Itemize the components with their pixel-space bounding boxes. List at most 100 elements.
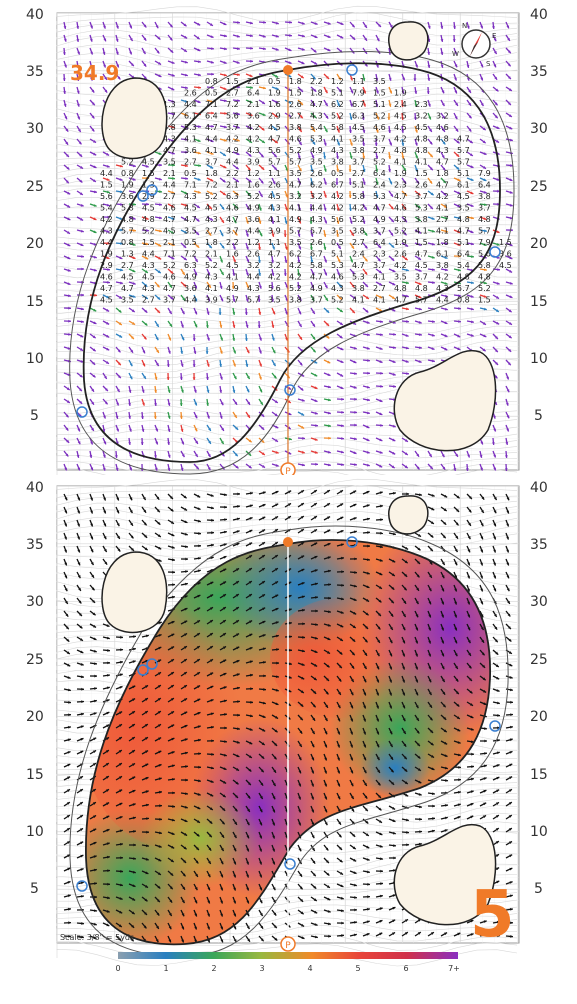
svg-text:40: 40 [26,7,44,23]
y-axis-left: 40 35 30 25 20 15 10 5 [26,7,44,424]
slope-value: 5.7 [310,227,323,236]
slope-value: 5.7 [457,284,470,293]
slope-value: 1.1 [268,169,281,178]
pin-position[interactable] [283,537,293,547]
slope-value: 3.8 [352,284,365,293]
slope-value: 3.6 [121,192,134,201]
slope-value: 5.7 [478,227,491,236]
slope-value: 5.7 [247,296,260,305]
slope-value: 6.1 [436,250,449,259]
slope-value: 7.1 [184,181,197,190]
slope-value: 2.6 [310,169,323,178]
slope-value: 4.6 [289,135,302,144]
slope-value: 4.1 [352,296,365,305]
slope-value: 4.4 [100,238,113,247]
slope-value: 5.3 [184,123,197,132]
y-axis-right: 40 35 30 25 20 15 10 5 [530,480,548,897]
slope-value: 2.9 [100,261,113,270]
svg-text:N: N [462,22,467,30]
pin-position[interactable] [283,65,293,75]
slope-value: 4.5 [142,273,155,282]
slope-value: 2.6 [310,238,323,247]
slope-value: 4.3 [268,204,281,213]
slope-value: 4.7 [415,250,428,259]
slope-value: 5.1 [373,100,386,109]
slope-value: 6.4 [373,169,386,178]
slope-value: 4.7 [394,192,407,201]
legend-ticks: 0 1 2 3 4 5 6 7+ [115,964,459,973]
slope-value: 4.3 [310,112,323,121]
slope-value: 4.5 [352,123,365,132]
slope-value: 4.2 [100,215,113,224]
slope-value: 5.7 [289,227,302,236]
slope-value: 4.2 [331,192,344,201]
slope-value: 3.9 [205,296,218,305]
slope-value: 5.4 [100,204,113,213]
slope-value: 3.8 [436,261,449,270]
slope-value: 4.3 [247,284,260,293]
slope-value: 3.7 [373,227,386,236]
slope-value: 4.6 [226,204,239,213]
slope-value: 4.6 [373,123,386,132]
slope-value: 5.8 [352,192,365,201]
slope-value: 3.5 [457,204,470,213]
slope-value: 4.1 [184,135,197,144]
slope-value: 3.2 [247,261,260,270]
slope-value: 4.7 [163,284,176,293]
slope-value: 2.4 [373,181,386,190]
slope-value: 4.1 [205,284,218,293]
slope-value: 2.4 [394,100,407,109]
slope-value: 4.7 [268,250,281,259]
slope-value: 5.1 [457,238,470,247]
slope-value: 4.5 [205,204,218,213]
slope-value: 3.7 [226,123,239,132]
slope-value: 4.3 [331,284,344,293]
slope-value: 7.2 [226,100,239,109]
slope-value: 4.8 [121,215,134,224]
slope-value: 4.3 [436,146,449,155]
slope-value: 5.6 [268,146,281,155]
svg-text:W: W [452,50,459,58]
slope-value: 7.9 [352,89,365,98]
distance-readout: 34.9 [70,61,119,85]
slope-value: 5.1 [352,181,365,190]
slope-value: 3.6 [184,284,197,293]
svg-text:E: E [492,32,496,40]
slope-value: 1.9 [268,89,281,98]
slope-value: 4.3 [205,273,218,282]
slope-value: 3.2 [289,192,302,201]
slope-value: 3.8 [415,215,428,224]
slope-value: 4.2 [436,273,449,282]
slope-value: 6.3 [184,261,197,270]
pin-marker-label: P [285,467,291,475]
slope-value: 6.4 [457,250,470,259]
slope-value: 6.2 [289,250,302,259]
slope-value: 4.3 [142,261,155,270]
slope-value: 3.5 [373,77,386,86]
slope-value: 4.9 [226,146,239,155]
slope-value: 4.8 [436,135,449,144]
bunker-top [389,496,428,534]
slope-value: 5.3 [331,261,344,270]
slope-value: 5.1 [331,89,344,98]
slope-value: 1.8 [289,77,302,86]
slope-value: 0.8 [121,238,134,247]
slope-value: 4.1 [415,158,428,167]
slope-value: 6.2 [310,181,323,190]
slope-value: 4.7 [394,296,407,305]
slope-value: 2.7 [184,158,197,167]
slope-value: 5.8 [331,123,344,132]
slope-value: 4.6 [436,123,449,132]
svg-text:15: 15 [26,294,44,310]
slope-value: 1.2 [331,77,344,86]
slope-value: 1.2 [247,169,260,178]
svg-text:5: 5 [30,408,39,424]
slope-value: 6.7 [352,100,365,109]
slope-value: 7.9 [478,169,491,178]
slope-value: 2.9 [268,112,281,121]
svg-text:20: 20 [530,236,548,252]
slope-value: 4.4 [436,296,449,305]
slope-value: 3.7 [415,273,428,282]
slope-value: 2.6 [184,89,197,98]
